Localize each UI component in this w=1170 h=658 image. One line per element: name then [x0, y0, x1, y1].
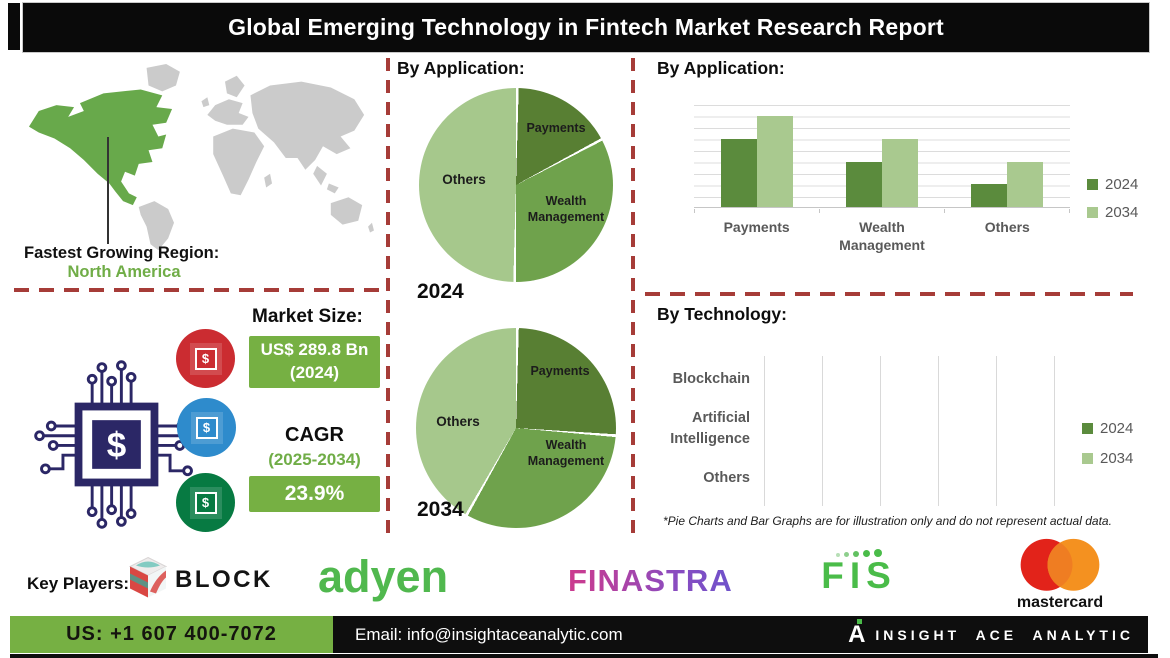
category-others: Others: [984, 219, 1030, 235]
title-bar: Global Emerging Technology in Fintech Ma…: [22, 2, 1150, 53]
pie-chart-2024: Payments Others Wealth Management: [419, 88, 613, 282]
legend-label-2034: 2034: [1105, 204, 1139, 221]
bar-section-title: By Application:: [657, 58, 785, 78]
email-address: Email: info@insightaceanalytic.com: [355, 624, 623, 644]
adyen-logo: adyen: [318, 551, 449, 602]
fis-logo: FIS: [799, 548, 919, 596]
divider-dashed-vertical-1: [386, 58, 390, 542]
email-bar: Email: info@insightaceanalytic.com A INS…: [333, 616, 1148, 653]
bar-chart-category-labels: Payments Wealth Management Others: [694, 218, 1070, 254]
legend-label-2024: 2024: [1105, 176, 1139, 193]
bar-group-wealth-management: [819, 105, 944, 207]
bar-wealth-2034: [881, 139, 918, 207]
cagr-period: (2025-2034): [268, 450, 361, 469]
fastest-growing-region-value: North America: [67, 263, 181, 281]
bar-others-2024: [971, 184, 1008, 207]
dollar-chip-icon: $: [194, 347, 217, 370]
legend-label-2024: 2024: [1100, 420, 1134, 437]
category-artificial-intelligence: Artificial Intelligence: [670, 410, 750, 448]
legend-2024: 2024: [1087, 176, 1138, 193]
chip-badge-red: $: [176, 329, 235, 388]
bar-group-payments: [694, 105, 819, 207]
phone-bar: US: +1 607 400-7072: [10, 616, 333, 653]
dollar-chip-icon: $: [195, 416, 218, 439]
disclaimer-footnote: *Pie Charts and Bar Graphs are for illus…: [663, 514, 1112, 528]
bar-others-2034: [1007, 161, 1044, 207]
chip-badge-blue: $: [177, 398, 236, 457]
category-blockchain: Blockchain: [672, 371, 750, 387]
pie-label-others: Others: [436, 414, 480, 429]
cagr-value-box: 23.9%: [249, 476, 380, 512]
market-size-label: Market Size:: [252, 306, 363, 327]
phone-number: US: +1 607 400-7072: [66, 623, 277, 645]
pie-label-wealth-management: Wealth Management: [527, 194, 605, 224]
bar-chart-by-technology: [764, 356, 1080, 506]
cagr-value: 23.9%: [284, 482, 345, 505]
bar-wealth-2024: [845, 161, 882, 207]
north-america-highlight: [28, 89, 173, 206]
world-map: [28, 63, 374, 251]
svg-text:$: $: [107, 426, 127, 465]
mastercard-circles-icon: [1020, 538, 1100, 591]
divider-dashed-left: [14, 288, 380, 292]
legend-swatch-2034: [1082, 453, 1093, 464]
market-size-year: (2024): [289, 363, 340, 382]
block-cube-icon: [128, 556, 168, 598]
dollar-chip-icon: $: [194, 491, 217, 514]
divider-dashed-right: [645, 292, 1133, 296]
key-players-label: Key Players:: [27, 574, 130, 593]
bar-chart-axis-ticks: [694, 209, 1071, 213]
bar-payments-2024: [720, 139, 757, 207]
bar-group-others: [945, 105, 1070, 207]
category-wealth-management: Wealth Management: [839, 219, 925, 254]
legend-swatch-2024: [1082, 423, 1093, 434]
finastra-logo: FINASTRA: [568, 563, 733, 598]
category-payments: Payments: [723, 219, 790, 235]
pie-label-payments: Payments: [526, 121, 586, 135]
pie-section-title: By Application:: [397, 58, 525, 78]
pie-year-2034: 2034: [417, 498, 464, 521]
legend-2024: 2024: [1082, 420, 1133, 437]
divider-dashed-vertical-2: [631, 58, 635, 542]
pie-year-2024: 2024: [417, 280, 464, 303]
pie-chart-2034: Payments Others Wealth Management: [416, 328, 616, 528]
insightace-a-icon: A: [848, 618, 866, 648]
map-pointer-line: [107, 137, 109, 244]
fastest-growing-region-label: Fastest Growing Region:: [24, 244, 220, 262]
fintech-chip-icon: $: [34, 360, 199, 529]
category-others: Others: [703, 470, 750, 486]
market-size-value: US$ 289.8 Bn: [260, 340, 369, 360]
chip-badge-green: $: [176, 473, 235, 532]
cagr-label: CAGR: [285, 424, 344, 446]
bar-payments-2034: [756, 116, 793, 207]
fis-dots-icon: [799, 548, 919, 557]
title-accent-block: [8, 3, 20, 50]
brand-name: INSIGHT ACE ANALYTIC: [875, 626, 1134, 643]
legend-label-2034: 2034: [1100, 450, 1134, 467]
bar-chart-by-application: [694, 105, 1070, 208]
page-title: Global Emerging Technology in Fintech Ma…: [228, 14, 944, 40]
technology-section-title: By Technology:: [657, 304, 787, 324]
market-size-value-box: US$ 289.8 Bn (2024): [249, 336, 380, 388]
pie-label-others: Others: [442, 172, 486, 187]
legend-swatch-2024: [1087, 179, 1098, 190]
legend-swatch-2034: [1087, 207, 1098, 218]
block-logo: BLOCK: [175, 566, 273, 593]
mastercard-logo: mastercard: [1016, 594, 1104, 611]
legend-2034: 2034: [1087, 204, 1138, 221]
bottom-rule: [10, 654, 1158, 658]
brand-logo: A INSIGHT ACE ANALYTIC: [848, 616, 1134, 653]
pie-label-wealth-management: Wealth Management: [527, 438, 605, 468]
legend-2034: 2034: [1082, 450, 1133, 467]
pie-label-payments: Payments: [530, 364, 590, 378]
